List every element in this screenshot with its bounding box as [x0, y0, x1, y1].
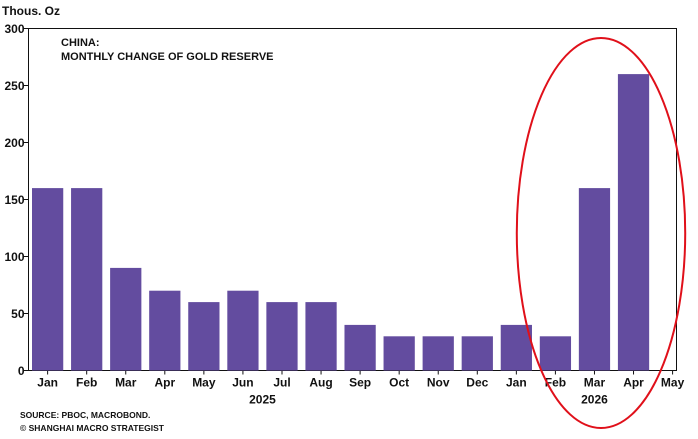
year-labels: 2025 2026: [249, 393, 608, 407]
year-label: 2026: [581, 393, 608, 407]
chart-title: CHINA:: [61, 37, 100, 49]
bars: [32, 74, 650, 371]
y-tick-label: 100: [4, 250, 24, 264]
x-tick-label: Feb: [545, 376, 566, 390]
y-tick-label: 300: [4, 22, 24, 36]
x-tick-label: Sep: [349, 376, 371, 390]
y-tick-label: 250: [4, 79, 24, 93]
bar-5: [188, 302, 220, 371]
x-tick-label: Feb: [76, 376, 97, 390]
y-axis: 0 50 100 150 200 250 300: [4, 22, 29, 378]
x-tick-label: Mar: [115, 376, 137, 390]
x-tick-label: May: [661, 376, 685, 390]
y-tick-label: 200: [4, 136, 24, 150]
y-tick-label: 50: [11, 307, 25, 321]
x-tick-label: May: [192, 376, 216, 390]
bar-9: [344, 324, 376, 371]
y-unit-label: Thous. Oz: [2, 4, 60, 18]
x-tick-label: Mar: [584, 376, 606, 390]
chart-subtitle: MONTHLY CHANGE OF GOLD RESERVE: [61, 51, 274, 63]
bar-8: [305, 302, 337, 371]
x-tick-label: Aug: [309, 376, 332, 390]
y-tick-label: 0: [18, 364, 25, 378]
x-tick-label: Jun: [232, 376, 253, 390]
bar-7: [266, 302, 298, 371]
bar-10: [383, 336, 415, 371]
x-axis: Jan Feb Mar Apr May Jun Jul Aug Sep Oct Nov Dec Jan F…: [37, 370, 685, 390]
bar-2: [71, 188, 103, 371]
x-tick-label: Jul: [273, 376, 290, 390]
x-tick-label: Oct: [389, 376, 409, 390]
bar-1: [32, 188, 64, 371]
bar-14: [539, 336, 572, 371]
bar-15: [578, 188, 611, 371]
copyright-note: © SHANGHAI MACRO STRATEGIST: [20, 423, 165, 433]
x-tick-label: Dec: [466, 376, 488, 390]
bar-12: [461, 336, 493, 371]
bar-11: [422, 336, 454, 371]
bar-4: [149, 290, 181, 371]
bar-13: [500, 324, 532, 371]
highlight-ellipse: [515, 37, 687, 429]
bar-16: [617, 74, 650, 371]
bar-3: [110, 267, 142, 371]
x-tick-label: Apr: [623, 376, 644, 390]
x-tick-label: Apr: [154, 376, 175, 390]
source-note: SOURCE: PBOC, MACROBOND.: [20, 410, 150, 420]
x-tick-label: Jan: [506, 376, 527, 390]
y-tick-label: 150: [4, 193, 24, 207]
x-tick-label: Nov: [427, 376, 450, 390]
year-label: 2025: [249, 393, 276, 407]
bar-6: [227, 290, 259, 371]
x-tick-label: Jan: [37, 376, 58, 390]
